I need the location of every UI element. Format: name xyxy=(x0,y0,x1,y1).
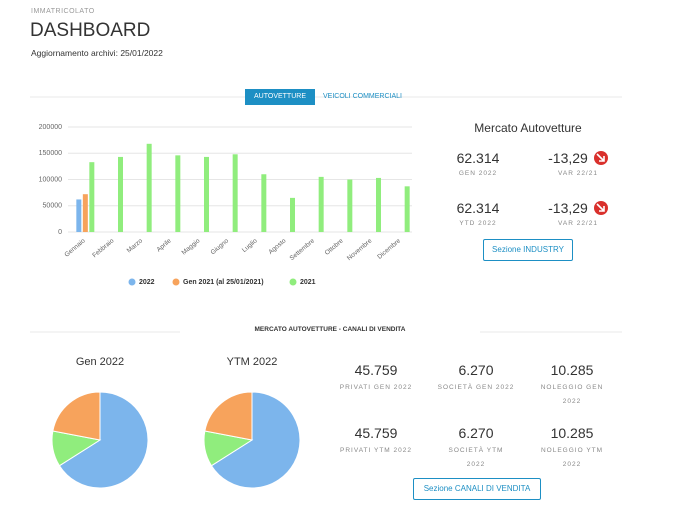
legend-marker xyxy=(172,278,180,286)
bar xyxy=(261,174,267,232)
x-tick-label: Luglio xyxy=(241,237,259,254)
kpi-label: GEN 2022 xyxy=(458,170,498,177)
kpi-label: YTD 2022 xyxy=(459,220,497,227)
bar xyxy=(146,143,152,232)
x-tick-label: Ottobre xyxy=(324,237,345,257)
kpi-var: -13,29 xyxy=(548,200,588,216)
x-tick-label: Agosto xyxy=(267,237,287,256)
bar xyxy=(318,176,324,232)
bar xyxy=(76,199,82,232)
kpi-label: PRIVATI GEN 2022 xyxy=(339,384,413,391)
kpi-value: 10.285 xyxy=(550,425,594,441)
legend-label: Gen 2021 (al 25/01/2021) xyxy=(183,279,264,286)
tab[interactable]: AUTOVETTURE xyxy=(245,89,315,105)
bar xyxy=(290,197,295,232)
bar xyxy=(82,194,88,232)
x-tick-label: Febbraio xyxy=(91,237,115,259)
y-tick-label: 0 xyxy=(58,229,62,236)
kpi-value: 6.270 xyxy=(458,362,494,378)
y-tick-label: 100000 xyxy=(39,176,62,183)
tab[interactable]: VEICOLI COMMERCIALI xyxy=(323,93,402,100)
bar xyxy=(89,162,95,232)
pie-slice xyxy=(210,391,301,489)
kpi-value: 62.314 xyxy=(456,200,500,216)
kpi-var: -13,29 xyxy=(548,150,588,166)
kpi-label: PRIVATI YTM 2022 xyxy=(340,447,412,454)
kpi-value: 45.759 xyxy=(354,362,398,378)
kpi-label: SOCIETÀ GEN 2022 xyxy=(437,384,515,391)
legend-label: 2022 xyxy=(139,279,155,286)
industry-button[interactable]: Sezione INDUSTRY xyxy=(483,239,573,261)
update-label: Aggiornamento archivi: xyxy=(31,48,118,58)
pie-slice xyxy=(204,391,253,441)
down-arrow xyxy=(596,203,605,212)
x-tick-label: Settembre xyxy=(289,237,317,262)
pie-slice xyxy=(58,391,149,489)
legend-marker xyxy=(289,278,297,286)
bar xyxy=(232,154,238,232)
down-arrow xyxy=(596,153,605,162)
channels-button[interactable]: Sezione CANALI DI VENDITA xyxy=(413,478,541,500)
kpi-label: NOLEGGIO YTM 2022 xyxy=(540,447,604,468)
x-tick-label: Novembre xyxy=(346,237,374,262)
kpi-label: SOCIETÀ YTM 2022 xyxy=(448,447,504,468)
x-tick-label: Aprile xyxy=(155,237,173,253)
bar xyxy=(347,179,353,232)
kpi-value: 62.314 xyxy=(456,150,500,166)
update-info: Aggiornamento archivi: 25/01/2022 xyxy=(31,48,163,58)
x-tick-label: Dicembre xyxy=(376,237,402,260)
x-tick-label: Marzo xyxy=(126,237,145,254)
section-label: IMMATRICOLATO xyxy=(31,8,95,15)
kpi-var-label: VAR 22/21 xyxy=(558,170,598,177)
section-title: MERCATO AUTOVETTURE - CANALI DI VENDITA xyxy=(180,326,480,333)
x-tick-label: Giugno xyxy=(209,237,230,256)
x-tick-label: Maggio xyxy=(181,237,202,256)
pie-slice xyxy=(52,391,101,441)
pie-title: YTM 2022 xyxy=(227,356,278,368)
bar xyxy=(118,156,123,232)
x-tick-label: Gennaio xyxy=(63,237,87,258)
market-title: Mercato Autovetture xyxy=(474,121,582,135)
y-tick-label: 200000 xyxy=(39,124,62,131)
bar xyxy=(175,155,181,232)
kpi-value: 45.759 xyxy=(354,425,398,441)
bar xyxy=(404,186,410,232)
bar xyxy=(204,156,209,232)
kpi-label: NOLEGGIO GEN 2022 xyxy=(540,384,604,405)
y-tick-label: 150000 xyxy=(39,150,62,157)
page-title: DASHBOARD xyxy=(30,20,151,41)
update-date: 25/01/2022 xyxy=(120,48,163,58)
kpi-value: 10.285 xyxy=(550,362,594,378)
kpi-value: 6.270 xyxy=(458,425,494,441)
bar xyxy=(376,177,381,232)
pie-title: Gen 2022 xyxy=(76,356,124,368)
y-tick-label: 50000 xyxy=(43,203,63,210)
legend-marker xyxy=(128,278,136,286)
legend-label: 2021 xyxy=(300,279,316,286)
kpi-var-label: VAR 22/21 xyxy=(558,220,598,227)
